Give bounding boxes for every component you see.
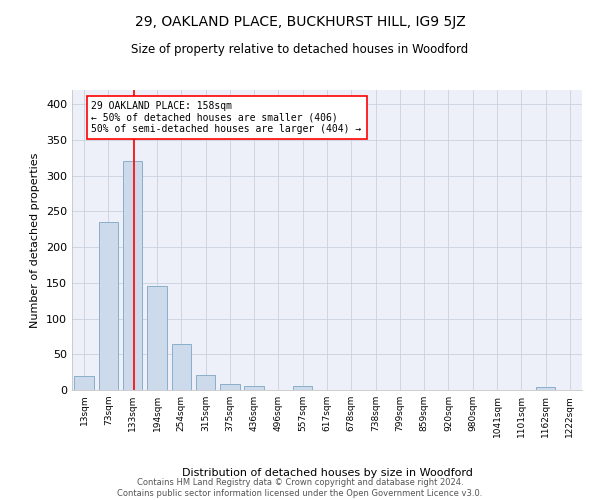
Text: Distribution of detached houses by size in Woodford: Distribution of detached houses by size … bbox=[182, 468, 472, 477]
Bar bbox=[220, 384, 239, 390]
Text: 29, OAKLAND PLACE, BUCKHURST HILL, IG9 5JZ: 29, OAKLAND PLACE, BUCKHURST HILL, IG9 5… bbox=[134, 15, 466, 29]
Bar bbox=[172, 344, 191, 390]
Bar bbox=[196, 375, 215, 390]
Bar bbox=[99, 222, 118, 390]
Bar bbox=[147, 286, 167, 390]
Bar bbox=[123, 162, 142, 390]
Y-axis label: Number of detached properties: Number of detached properties bbox=[31, 152, 40, 328]
Bar bbox=[536, 387, 555, 390]
Text: Size of property relative to detached houses in Woodford: Size of property relative to detached ho… bbox=[131, 42, 469, 56]
Bar bbox=[74, 376, 94, 390]
Text: Contains HM Land Registry data © Crown copyright and database right 2024.
Contai: Contains HM Land Registry data © Crown c… bbox=[118, 478, 482, 498]
Bar bbox=[293, 386, 313, 390]
Bar bbox=[244, 386, 264, 390]
Text: 29 OAKLAND PLACE: 158sqm
← 50% of detached houses are smaller (406)
50% of semi-: 29 OAKLAND PLACE: 158sqm ← 50% of detach… bbox=[91, 100, 362, 134]
